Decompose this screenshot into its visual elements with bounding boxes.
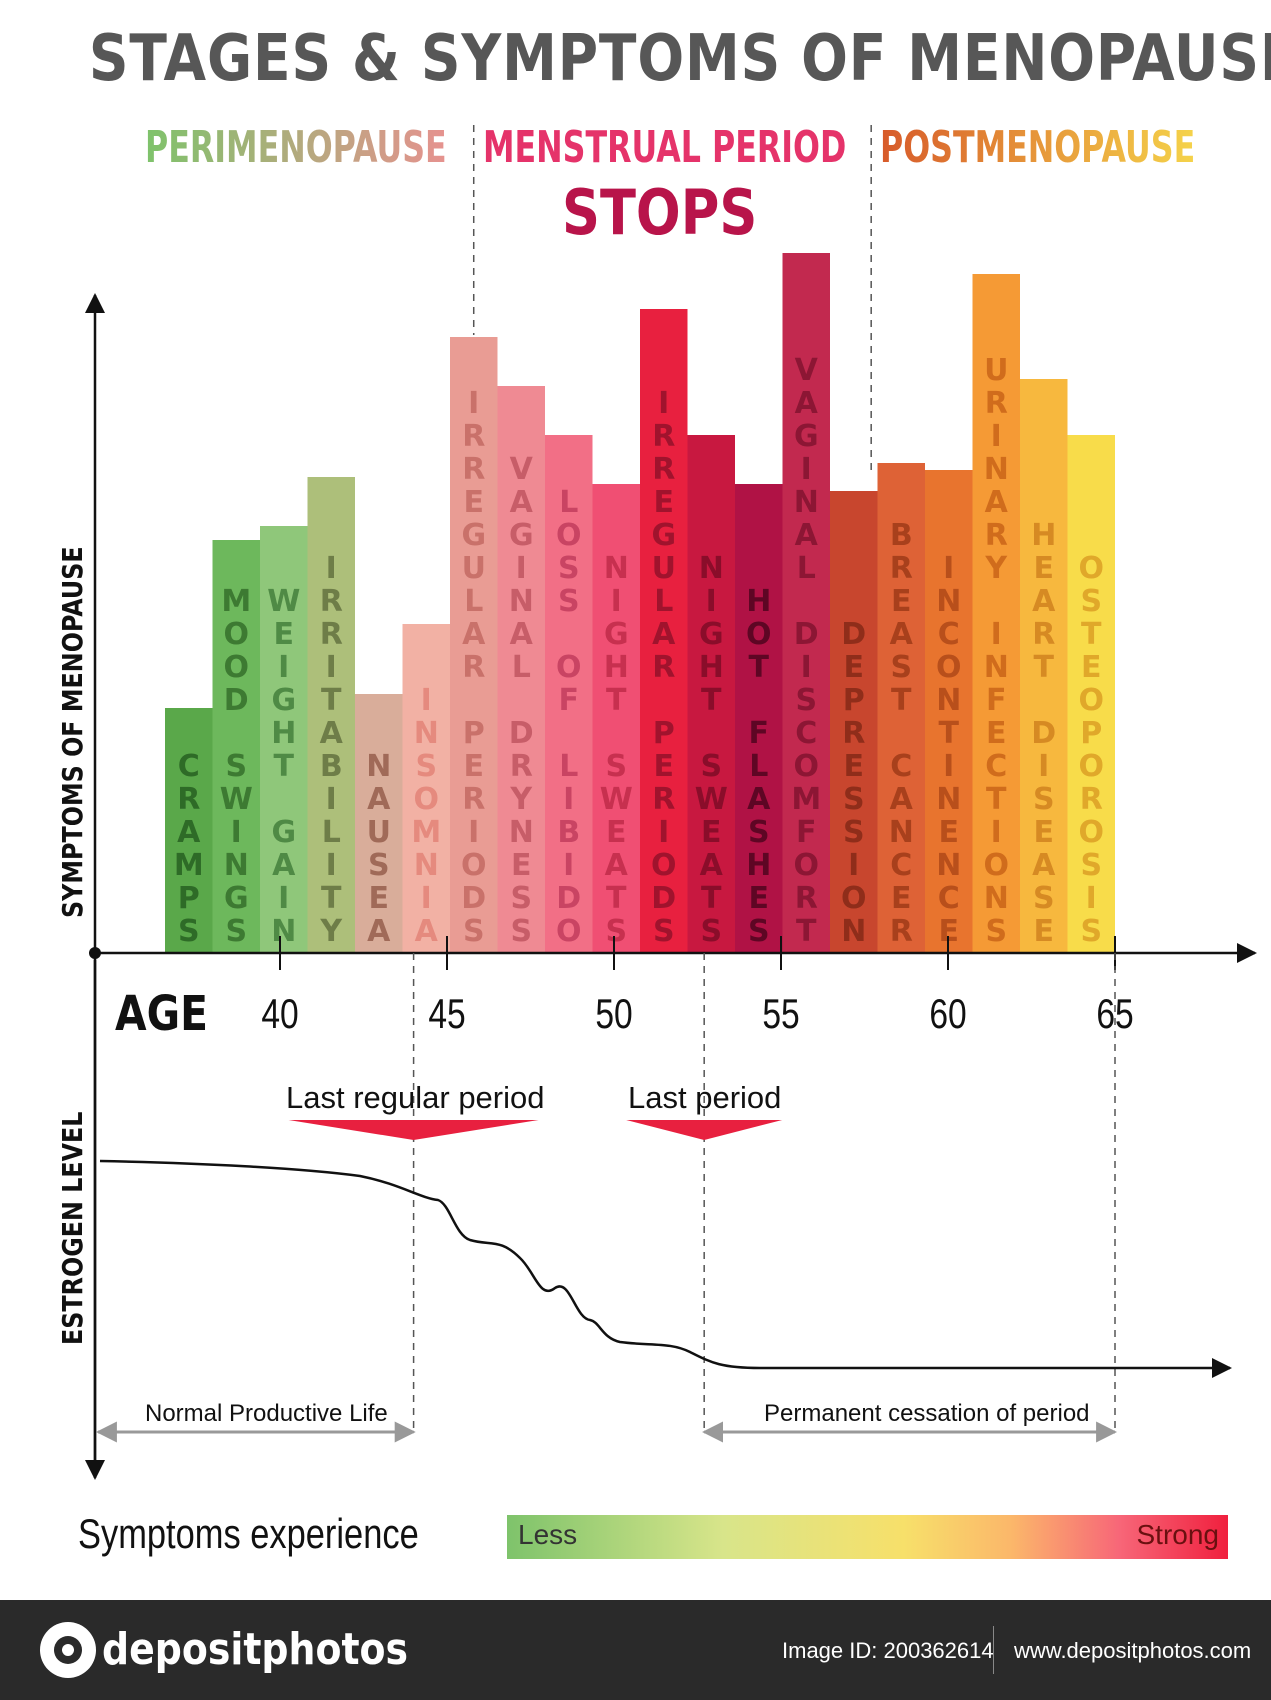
x-tick-label: 60 <box>929 990 967 1037</box>
bar-incontinence <box>925 470 973 953</box>
page-title: STAGES & SYMPTOMS OF MENOPAUSE <box>88 22 1271 96</box>
bar-night-sweats <box>687 435 735 953</box>
stage-dividers <box>472 125 872 470</box>
stage-postmenopause: POSTMENOPAUSE <box>880 122 1196 173</box>
legend-title: Symptoms experience <box>78 1510 419 1557</box>
range-normal-productive-life-label: Normal Productive Life <box>145 1400 388 1427</box>
x-tick-label: 65 <box>1096 990 1134 1037</box>
bar-vaginal-dryness <box>497 386 545 953</box>
bar-cramps <box>165 708 213 953</box>
marker-last-period-label: Last period <box>628 1080 782 1115</box>
bar-night-sweats <box>592 484 640 953</box>
bar-irregular-periods <box>640 309 688 953</box>
bar-insomnia <box>402 624 450 953</box>
y-axis-label: SYMPTOMS OF MENOPAUSE <box>56 546 89 918</box>
footer-bar <box>0 1600 1271 1700</box>
footer-url-link[interactable]: www.depositphotos.com <box>1014 1638 1252 1663</box>
stage-menstrual-period: MENSTRUAL PERIOD <box>483 122 847 173</box>
estrogen-axis-label: ESTROGEN LEVEL <box>56 1111 89 1345</box>
bar-hot-flashes <box>735 484 783 953</box>
x-axis-label: AGE <box>115 986 208 1042</box>
bar-mood-swings <box>212 540 260 953</box>
marker-last-regular-period-label: Last regular period <box>286 1080 545 1115</box>
legend-less-label: Less <box>518 1519 578 1550</box>
bar-nausea <box>355 694 403 953</box>
bar-heart-disease <box>1020 379 1068 953</box>
x-tick-label: 45 <box>428 990 466 1037</box>
bar-urinary-infections <box>972 274 1020 953</box>
estrogen-level-curve <box>99 1159 1232 1378</box>
marker-triangle <box>288 1120 539 1140</box>
marker-triangle <box>626 1120 783 1140</box>
legend-strong-label: Strong <box>1136 1519 1220 1550</box>
bar-osteoporosis <box>1067 435 1115 953</box>
camera-lens-center <box>62 1644 74 1656</box>
bar-irregular-periods <box>450 337 498 953</box>
menopause-chart: C R A M P S M O O D S W I N G S W E I G H T G A I N I R R I T A B I L I T Y N A… <box>85 125 1257 1480</box>
range-permanent-cessation-label: Permanent cessation of period <box>764 1400 1090 1427</box>
footer-divider <box>993 1626 994 1674</box>
bar-depression <box>830 491 878 953</box>
brand-logo-text[interactable]: depositphotos <box>102 1624 409 1675</box>
x-tick-label: 55 <box>762 990 800 1037</box>
x-tick-label: 40 <box>261 990 299 1037</box>
estrogen-markers <box>288 953 1116 1430</box>
origin-dot <box>89 947 101 959</box>
bar-group: C R A M P S M O O D S W I N G S W E I G H T G A I N I R R I T A B I L I T Y N A… <box>165 253 1115 953</box>
bar-vaginal-discomfort <box>782 253 830 953</box>
bar-weight-gain <box>260 526 308 953</box>
stage-perimenopause: PERIMENOPAUSE <box>145 122 447 173</box>
bar-breast-cancer <box>877 463 925 953</box>
stage-stops: STOPS <box>562 176 758 249</box>
x-tick-label: 50 <box>595 990 633 1037</box>
bar-loss-of-libido <box>545 435 593 953</box>
bar-irritability <box>307 477 355 953</box>
image-id: Image ID: 200362614 <box>782 1638 994 1663</box>
legend-gradient-bar <box>507 1515 1228 1559</box>
